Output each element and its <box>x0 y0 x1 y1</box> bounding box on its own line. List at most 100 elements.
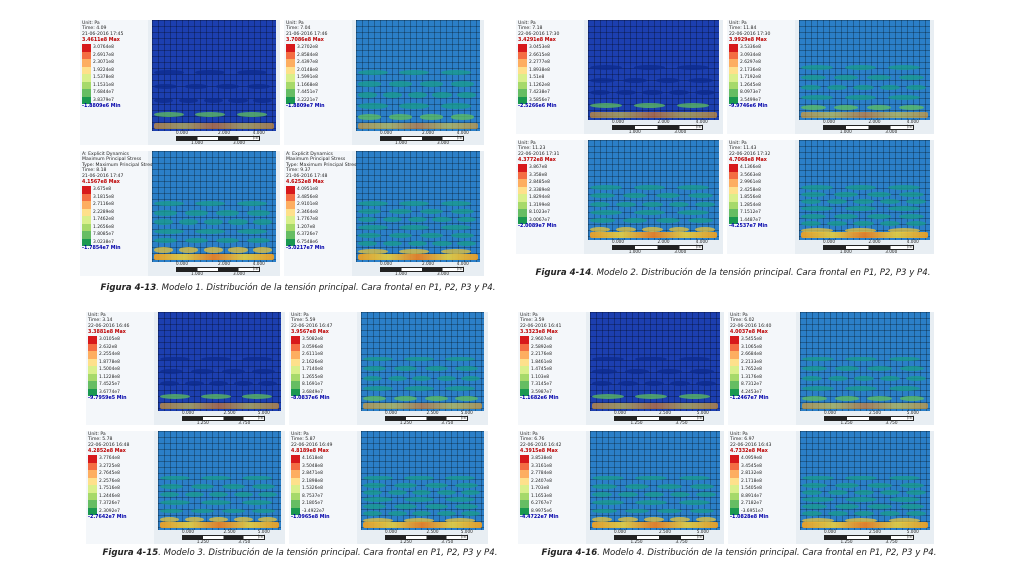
legend-value: 7.1512e7 <box>740 210 761 216</box>
stress-hotspot <box>160 522 279 528</box>
legend-swatch <box>88 492 97 501</box>
legend-value: 1.5378e8 <box>93 75 114 81</box>
legend-swatch <box>291 373 300 382</box>
legend-swatch <box>286 193 295 202</box>
stress-region <box>420 232 444 239</box>
scale-tick-label: 0.000 <box>824 410 836 415</box>
stress-region <box>801 199 822 205</box>
stress-region <box>668 90 689 95</box>
stress-region <box>209 492 229 497</box>
legend-header: Unit: Pa Time: 3.59 22-06-2016 16:41 <box>520 313 562 329</box>
stress-region <box>242 356 272 362</box>
legend-swatch <box>291 366 300 374</box>
legend-value: 3.4545e8 <box>741 463 762 469</box>
legend-swatch <box>729 74 738 82</box>
legend-max: 4.7068e8 Max <box>729 158 767 164</box>
legend-swatch <box>88 455 97 463</box>
stress-region <box>236 228 267 235</box>
legend-color-bar <box>291 455 300 516</box>
stress-region <box>228 247 248 253</box>
legend-value: 1.8294e8 <box>529 195 550 201</box>
legend-value: 1.7462e8 <box>93 217 114 223</box>
stress-region <box>867 396 892 402</box>
legend-value: 3.5336e8 <box>740 45 761 51</box>
legend-value: 1.7767e8 <box>297 217 318 223</box>
stress-region <box>358 200 389 207</box>
stress-region <box>461 510 481 516</box>
scale-tick-label: 2.500 <box>659 529 671 534</box>
legend-swatch <box>88 470 97 478</box>
legend-color-bar <box>518 164 527 225</box>
scale-sub-label: 3.750 <box>238 420 251 425</box>
stress-region <box>624 368 650 374</box>
stress-region <box>590 226 611 232</box>
legend-value: 3.2725e8 <box>99 463 120 469</box>
stress-region <box>209 516 229 522</box>
scale-tick-label: 2.000 <box>422 130 434 135</box>
legend-swatch <box>518 89 527 97</box>
stress-region <box>358 248 389 255</box>
stress-region <box>644 381 665 387</box>
legend-value: 1.2656e8 <box>93 224 114 230</box>
stress-region <box>451 114 475 120</box>
stress-region <box>678 500 711 506</box>
legend-value: 2.1898e8 <box>302 478 323 484</box>
stress-region <box>633 102 666 108</box>
stress-region <box>644 492 665 497</box>
stress-region <box>867 366 892 372</box>
stress-region <box>590 210 622 215</box>
stress-region <box>393 482 417 488</box>
legend-max: 3.7086e8 Max <box>286 38 324 44</box>
stress-region <box>899 105 924 110</box>
stress-region <box>899 482 925 488</box>
legend-value: 3.5987e7 <box>531 389 552 395</box>
caption-label: Figura 4-14 <box>535 268 592 278</box>
scale-bar: 0.000 2.000 4.000 (m) 1.000 3.000 <box>380 261 469 276</box>
legend-swatch <box>82 231 91 239</box>
legend-value: 2.3464e8 <box>297 209 318 215</box>
legend-swatch <box>729 51 738 60</box>
stress-region <box>888 475 921 481</box>
stress-hotspot <box>363 522 482 528</box>
scale-bar: 0.000 2.500 5.000 (m) 1.250 3.750 <box>824 410 919 425</box>
stress-region <box>393 503 417 509</box>
scale-tick-label: 0.000 <box>182 410 194 415</box>
stress-region <box>201 500 231 506</box>
stress-region <box>455 482 479 488</box>
legend-swatch <box>286 59 295 67</box>
legend-header: Unit: Pa Time: 6.97 22-06-2016 16:43 <box>730 432 772 448</box>
stress-region <box>899 192 924 198</box>
stress-region <box>432 92 452 98</box>
legend-value: 3.0453e8 <box>529 45 550 51</box>
legend-swatch <box>520 336 529 344</box>
legend-swatch <box>82 201 91 209</box>
legend-value: 2.8485e8 <box>529 180 550 186</box>
stress-region <box>420 208 444 215</box>
stress-hotspot <box>592 403 718 409</box>
scale-bar: 0.000 2.000 4.000 (m) 1.000 3.000 <box>612 239 708 254</box>
legend-value: 1.4745e8 <box>531 367 552 373</box>
legend-color-bar <box>88 455 97 516</box>
stress-region <box>867 503 892 509</box>
stress-region <box>622 218 648 224</box>
scale-bar: 0.000 2.000 4.000 (m) 1.000 3.000 <box>823 119 919 134</box>
legend-swatch <box>520 485 529 493</box>
stress-region <box>160 368 184 374</box>
stress-region <box>436 510 456 516</box>
stress-region <box>236 200 267 207</box>
stress-region <box>184 381 204 387</box>
stress-region <box>445 496 475 502</box>
legend-swatch <box>291 507 300 516</box>
scale-tick-label: 4.000 (m) <box>906 119 919 129</box>
stress-region <box>190 508 214 514</box>
stress-region <box>424 482 448 488</box>
stress-region <box>445 356 475 362</box>
stress-region <box>677 65 710 70</box>
scale-tick-label: 2.500 <box>223 529 236 534</box>
stress-hotspot <box>358 123 478 129</box>
scale-bar: 0.000 2.500 5.000 (m) 1.250 3.750 <box>614 410 709 425</box>
stress-region <box>195 111 226 118</box>
stress-region <box>677 210 710 215</box>
stress-region <box>363 517 393 523</box>
legend-value: 3.3161e8 <box>531 463 552 469</box>
